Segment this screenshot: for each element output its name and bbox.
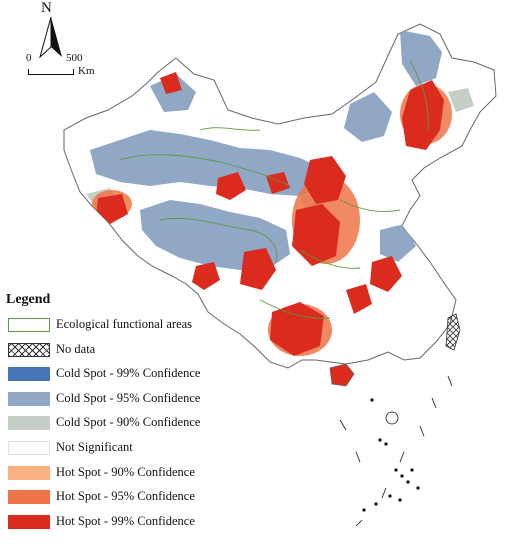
north-arrow-icon xyxy=(39,16,62,59)
legend-label-nodata: No data xyxy=(56,341,96,356)
eco-area-6 xyxy=(199,127,261,131)
hainan-island xyxy=(329,363,355,387)
hot-region-north-china xyxy=(304,156,346,204)
legend-label-hot90: Hot Spot - 90% Confidence xyxy=(56,464,195,479)
legend-label-cold90: Cold Spot - 90% Confidence xyxy=(56,415,201,430)
eco-area-2 xyxy=(159,217,278,263)
hot-spot-99-regions xyxy=(96,72,444,356)
legend-swatch-cold99 xyxy=(8,367,50,382)
cold-region-east xyxy=(380,224,416,262)
ecological-functional-areas xyxy=(119,59,429,319)
hot-region-central xyxy=(292,204,340,266)
cold-region-inner-mongolia xyxy=(344,92,392,142)
legend-swatch-hot99 xyxy=(8,514,50,529)
nine-dash-8 xyxy=(355,451,361,463)
legend-swatch-hot90 xyxy=(8,465,50,480)
legend-label-ns: Not Significant xyxy=(56,440,133,454)
nine-dash-7 xyxy=(339,419,347,431)
legend-swatch-cold95 xyxy=(8,391,50,406)
legend-label-hot95: Hot Spot - 95% Confidence xyxy=(56,489,195,504)
hot-region-east-coast xyxy=(370,256,402,292)
nine-dash-3 xyxy=(419,425,425,437)
legend-label-eco: Ecological functional areas xyxy=(56,317,193,331)
hot-region-xinjiang xyxy=(96,194,128,224)
scale-max: 500 xyxy=(66,52,83,64)
scale-bar: 0 500 Km xyxy=(22,50,102,78)
eco-area-5 xyxy=(259,299,331,319)
nine-dash-6 xyxy=(355,519,363,527)
legend-item-cold90: Cold Spot - 90% Confidence xyxy=(8,414,238,432)
cold90-region-northeast xyxy=(448,88,474,112)
eco-area-3 xyxy=(409,59,429,131)
legend-item-hot90: Hot Spot - 90% Confidence xyxy=(8,464,238,482)
legend-swatch-nodata xyxy=(8,342,50,357)
south-china-sea-islands xyxy=(339,375,453,527)
legend-swatch-hot95 xyxy=(8,490,50,505)
scale-zero: 0 xyxy=(26,52,32,64)
nine-dash-1 xyxy=(447,375,453,387)
nine-dash-5 xyxy=(381,487,387,499)
scale-unit: Km xyxy=(78,65,95,77)
hot-region-jiangnan xyxy=(346,284,372,314)
legend: Legend Ecological functional areas No dat… xyxy=(4,292,234,529)
hot-region-north xyxy=(160,72,182,94)
legend-swatch-ns xyxy=(8,441,50,455)
legend-title: Legend xyxy=(6,292,51,307)
cold-region-north xyxy=(150,74,196,112)
north-label: N xyxy=(41,0,52,16)
hot-region-sichuan xyxy=(240,248,276,290)
eco-area-4 xyxy=(299,249,361,269)
legend-item-nodata: No data xyxy=(8,341,238,359)
island-ring xyxy=(385,411,399,425)
legend-label-hot99: Hot Spot - 99% Confidence xyxy=(56,513,195,528)
nine-dash-2 xyxy=(431,397,437,409)
hot-region-inner xyxy=(266,172,290,194)
taiwan-no-data xyxy=(445,313,461,351)
hot-region-northeast xyxy=(402,80,444,150)
hot-region-gansu xyxy=(216,172,246,200)
hot-region-south xyxy=(270,302,324,356)
legend-item-ns: Not Significant xyxy=(8,439,238,457)
hot-region-yunnan xyxy=(192,262,220,290)
nine-dash-4 xyxy=(399,451,405,463)
legend-swatch-eco xyxy=(8,318,50,332)
legend-item-hot99: Hot Spot - 99% Confidence xyxy=(8,513,238,531)
cold-region-northeast xyxy=(400,30,442,86)
legend-swatch-cold90 xyxy=(8,416,50,431)
legend-item-cold99: Cold Spot - 99% Confidence xyxy=(8,365,238,383)
legend-label-cold95: Cold Spot - 95% Confidence xyxy=(56,390,201,405)
legend-item-cold95: Cold Spot - 95% Confidence xyxy=(8,390,238,408)
scale-bar-line xyxy=(28,69,74,75)
legend-item-hot95: Hot Spot - 95% Confidence xyxy=(8,488,238,506)
legend-item-eco: Ecological functional areas xyxy=(8,316,238,334)
eco-area-1 xyxy=(119,154,291,187)
eco-area-7 xyxy=(339,199,401,212)
legend-label-cold99: Cold Spot - 99% Confidence xyxy=(56,366,201,381)
